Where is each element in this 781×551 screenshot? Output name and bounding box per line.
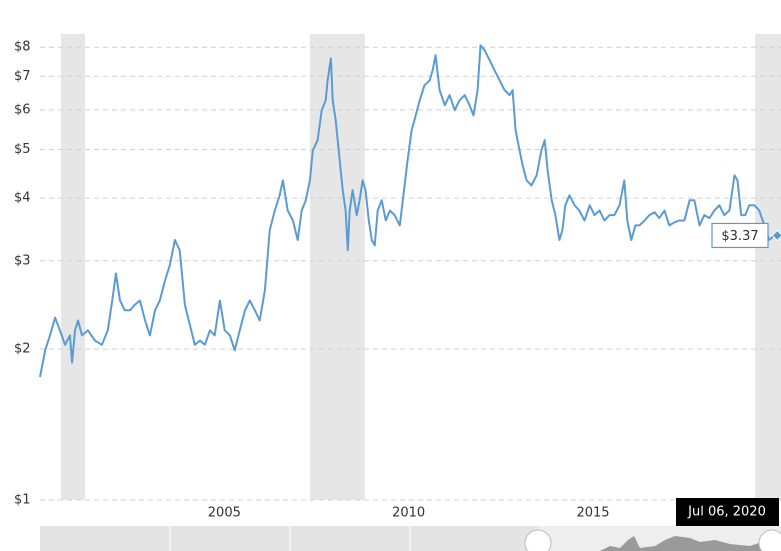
plot-area: $1 $2 $3 $4 $5 $6 $7 $8 2005 2010 2015 $3.37 Jul 06,…: [14, 34, 781, 526]
navigator-handle[interactable]: [758, 529, 781, 551]
y-tick-label: $4: [14, 191, 31, 206]
navigator[interactable]: [40, 526, 781, 551]
y-tick-label: $3: [14, 253, 31, 268]
price-line: [39, 44, 779, 378]
tooltip-value: $3.37: [721, 229, 758, 244]
x-tick-label: 2005: [208, 506, 241, 521]
y-tick-label: $7: [14, 69, 31, 84]
shaded-range: [755, 34, 781, 500]
y-tick-label: $6: [14, 102, 31, 117]
tooltip-box: [711, 222, 769, 249]
navigator-area: [600, 536, 781, 551]
x-tick-label: 2015: [576, 506, 609, 521]
y-tick-label: $2: [14, 342, 31, 357]
y-tick-label: $1: [14, 493, 31, 508]
y-tick-label: $8: [14, 40, 31, 55]
navigator-handle[interactable]: [524, 529, 552, 551]
crosshair-date-box: [676, 498, 779, 526]
shaded-range: [309, 34, 365, 500]
x-tick-label: 2010: [392, 506, 425, 521]
y-tick-label: $5: [14, 142, 31, 157]
shaded-range: [61, 34, 85, 500]
crosshair-date: Jul 06, 2020: [687, 505, 766, 520]
